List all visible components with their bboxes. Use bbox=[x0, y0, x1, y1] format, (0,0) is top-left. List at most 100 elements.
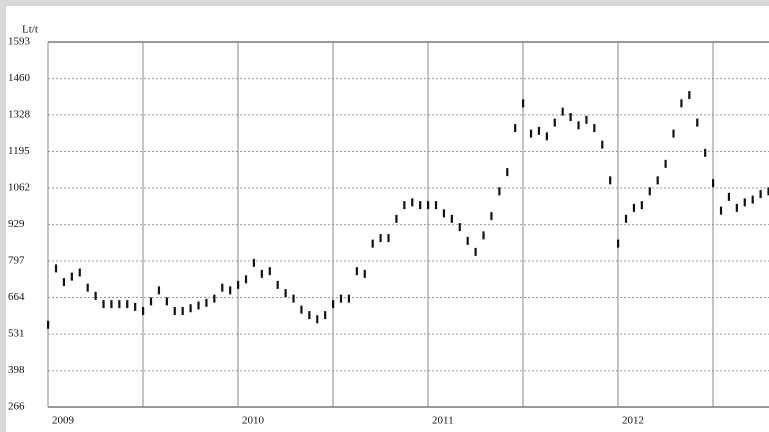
price-bar bbox=[395, 214, 398, 223]
y-tick-label: 1062 bbox=[8, 182, 30, 194]
y-tick-label: 1593 bbox=[8, 36, 31, 48]
price-bar bbox=[561, 107, 564, 116]
price-bar bbox=[656, 176, 659, 185]
price-bar bbox=[427, 201, 430, 210]
price-bar bbox=[545, 132, 548, 141]
price-bar bbox=[434, 201, 438, 210]
price-bar bbox=[284, 289, 287, 298]
y-tick-label: 1460 bbox=[8, 72, 31, 84]
price-bar bbox=[300, 305, 303, 314]
price-bar bbox=[149, 297, 153, 306]
price-bar bbox=[324, 311, 327, 320]
price-bar bbox=[712, 179, 715, 188]
price-bar bbox=[569, 113, 572, 122]
y-tick-label: 1195 bbox=[8, 145, 30, 157]
price-bar bbox=[458, 223, 461, 232]
price-bar bbox=[514, 124, 517, 133]
price-bar bbox=[213, 294, 216, 303]
price-bar bbox=[276, 280, 279, 289]
price-bar bbox=[601, 140, 604, 149]
price-bar bbox=[537, 126, 541, 135]
price-bar bbox=[640, 201, 643, 210]
price-bar bbox=[157, 286, 161, 295]
price-bar bbox=[593, 124, 596, 133]
price-bar bbox=[62, 278, 66, 287]
price-bar bbox=[78, 268, 81, 277]
price-bar bbox=[292, 294, 295, 303]
price-bar bbox=[743, 198, 746, 207]
price-bar bbox=[664, 159, 667, 168]
price-bar bbox=[332, 300, 335, 309]
y-tick-label: 797 bbox=[8, 254, 25, 266]
price-bar bbox=[624, 214, 628, 223]
price-bar bbox=[387, 234, 390, 243]
price-bar bbox=[403, 201, 406, 210]
price-bar bbox=[498, 187, 501, 196]
price-bar bbox=[585, 115, 588, 124]
x-tick-label: 2012 bbox=[622, 415, 644, 427]
price-bar bbox=[379, 234, 382, 243]
price-bar bbox=[363, 269, 366, 278]
price-bar bbox=[189, 304, 192, 313]
y-tick-label: 664 bbox=[8, 291, 25, 303]
y-tick-label: 266 bbox=[8, 401, 25, 413]
price-bar bbox=[86, 283, 89, 292]
price-bar bbox=[268, 267, 271, 276]
price-bar bbox=[142, 307, 145, 316]
price-bar bbox=[450, 214, 453, 223]
price-bar bbox=[54, 264, 58, 273]
price-bar bbox=[347, 294, 351, 303]
price-bar bbox=[110, 300, 113, 309]
price-bar bbox=[339, 294, 343, 303]
price-bar bbox=[411, 198, 414, 207]
y-tick-label: 929 bbox=[8, 218, 25, 230]
price-bar bbox=[308, 311, 311, 320]
price-bar bbox=[181, 307, 184, 316]
price-bar bbox=[577, 121, 580, 130]
y-tick-label: 531 bbox=[8, 328, 25, 340]
price-bar bbox=[474, 247, 477, 256]
price-bar bbox=[442, 209, 446, 218]
price-bar bbox=[482, 231, 485, 240]
price-bar bbox=[751, 195, 754, 204]
price-bar bbox=[704, 148, 707, 157]
price-bar bbox=[118, 300, 121, 309]
price-bar bbox=[229, 286, 232, 295]
price-bar bbox=[237, 280, 240, 289]
price-bar bbox=[316, 315, 319, 324]
price-bar bbox=[371, 239, 374, 248]
price-bar bbox=[47, 320, 50, 329]
price-bar bbox=[490, 212, 493, 221]
y-axis-label: Lt/t bbox=[22, 24, 38, 36]
price-bar bbox=[688, 91, 691, 100]
price-bar bbox=[205, 298, 208, 307]
price-bar bbox=[727, 192, 731, 201]
x-tick-label: 2010 bbox=[242, 415, 265, 427]
price-bar bbox=[632, 203, 636, 212]
price-bar bbox=[529, 129, 533, 138]
y-tick-label: 398 bbox=[8, 364, 25, 376]
price-bar bbox=[70, 272, 73, 281]
price-bar bbox=[94, 291, 97, 300]
price-bar bbox=[609, 176, 612, 185]
price-bar bbox=[759, 190, 762, 199]
price-bar bbox=[260, 269, 263, 278]
price-bar bbox=[735, 203, 738, 212]
price-bar bbox=[672, 129, 675, 138]
price-bar bbox=[197, 301, 200, 310]
price-bar bbox=[553, 118, 556, 127]
price-bar bbox=[522, 99, 525, 108]
price-bar bbox=[506, 168, 509, 177]
x-tick-label: 2011 bbox=[432, 415, 454, 427]
price-bar bbox=[767, 187, 769, 196]
price-bar bbox=[466, 236, 469, 245]
price-bar bbox=[419, 201, 422, 210]
price-bar bbox=[102, 300, 105, 309]
price-bar bbox=[617, 239, 620, 248]
price-bar bbox=[648, 187, 651, 196]
price-bar bbox=[173, 307, 176, 316]
price-bar bbox=[165, 297, 168, 306]
price-bar bbox=[680, 99, 683, 108]
